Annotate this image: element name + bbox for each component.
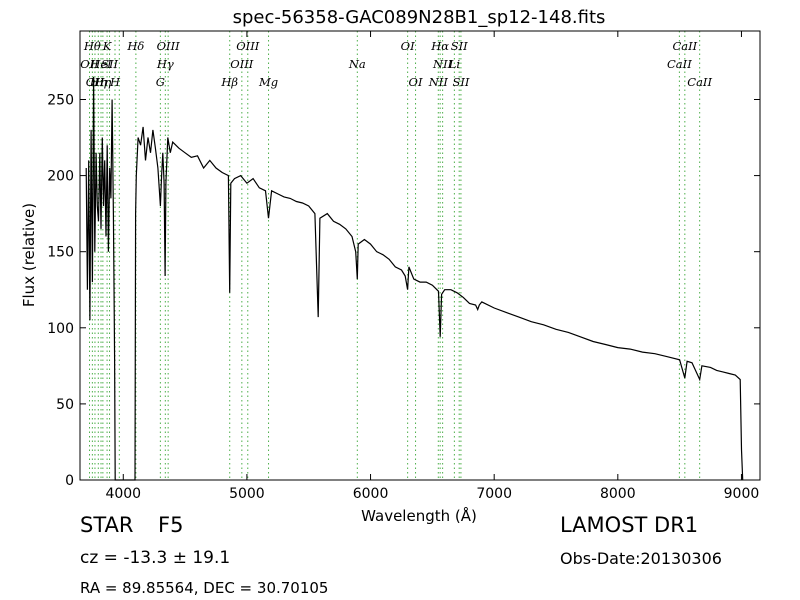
line-marker-label: K <box>102 39 113 53</box>
line-marker-label: Hθ <box>83 39 101 53</box>
chart-title: spec-56358-GAC089N28B1_sp12-148.fits <box>233 7 606 28</box>
y-axis-ticks: 0 50 100 150 200 250 <box>47 92 760 489</box>
line-marker-label: CaII <box>672 39 697 53</box>
x-axis-label: Wavelength (Å) <box>361 506 477 525</box>
line-marker-label: NII <box>432 57 453 71</box>
line-marker-label: Hβ <box>220 75 238 89</box>
y-tick-label: 0 <box>65 473 74 489</box>
line-marker-label: Li <box>448 57 461 71</box>
line-marker-label: NII <box>428 75 449 89</box>
line-marker-label: CaII <box>667 57 692 71</box>
line-marker-label: CaII <box>687 75 712 89</box>
x-tick-label: 9000 <box>724 486 760 502</box>
x-tick-label: 6000 <box>353 486 389 502</box>
line-marker-label: Na <box>348 57 366 71</box>
y-tick-label: 100 <box>47 321 74 337</box>
y-tick-label: 250 <box>47 92 74 108</box>
y-axis-label: Flux (relative) <box>20 203 38 307</box>
plot-frame <box>79 30 761 481</box>
line-marker-label: Hδ <box>126 39 144 53</box>
y-tick-label: 200 <box>47 169 74 185</box>
line-marker-labels: OIIHθOIIHηHeIHηKSIIHHδGHγOIIIHβOIIIOIIIM… <box>80 39 712 89</box>
x-tick-label: 5000 <box>229 486 265 502</box>
observation-date: Obs-Date:20130306 <box>560 549 722 568</box>
object-class: STAR <box>80 513 134 537</box>
line-marker-label: SII <box>451 39 468 53</box>
object-subclass: F5 <box>158 513 184 537</box>
line-marker-label: Hγ <box>156 57 174 71</box>
line-marker-label: OIII <box>236 39 260 53</box>
coordinates: RA = 89.85564, DEC = 30.70105 <box>80 579 329 597</box>
y-tick-label: 150 <box>47 245 74 261</box>
line-marker-label: HeI <box>89 57 112 71</box>
line-marker-label: SII <box>452 75 469 89</box>
redshift-value: cz = -13.3 ± 19.1 <box>80 548 231 568</box>
line-marker-label: Hη <box>93 75 111 89</box>
x-tick-label: 7000 <box>476 486 512 502</box>
line-marker-label: SII <box>101 57 118 71</box>
line-marker-label: OIII <box>230 57 254 71</box>
x-tick-label: 4000 <box>105 486 141 502</box>
spectrum-line <box>85 76 744 481</box>
line-marker-label: Hα <box>430 39 449 53</box>
x-tick-label: 8000 <box>600 486 636 502</box>
x-axis-ticks: 4000 5000 6000 7000 8000 9000 <box>105 31 759 502</box>
line-marker-label: H <box>109 75 121 89</box>
line-marker-label: OI <box>409 75 423 89</box>
line-marker-label: Mg <box>258 75 278 89</box>
line-marker-label: G <box>156 75 165 89</box>
line-marker-label: OII <box>80 57 99 71</box>
line-marker-label: OI <box>401 39 415 53</box>
y-tick-label: 50 <box>56 397 74 413</box>
survey-name: LAMOST DR1 <box>560 513 699 537</box>
line-markers <box>89 31 701 480</box>
line-marker-label: OII <box>86 75 105 89</box>
line-marker-label: OIII <box>157 39 181 53</box>
